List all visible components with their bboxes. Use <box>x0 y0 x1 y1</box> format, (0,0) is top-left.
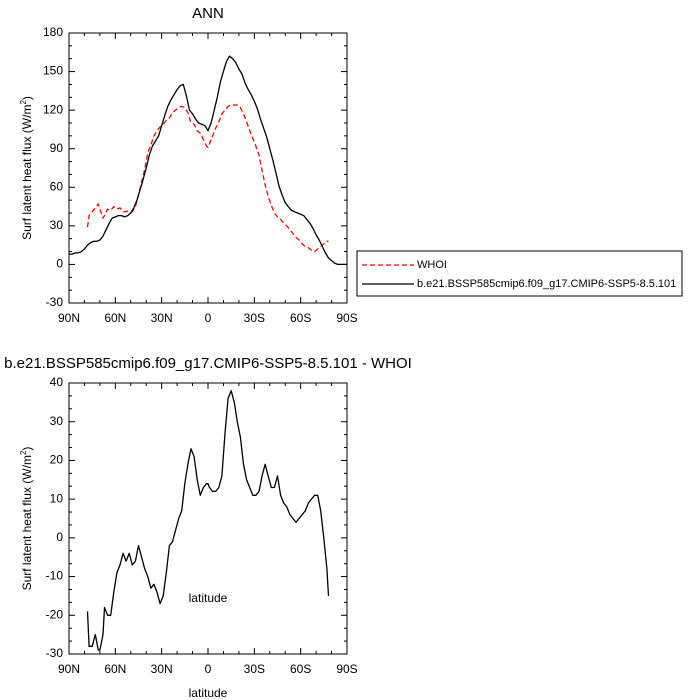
x-tick-label: 0 <box>205 662 212 676</box>
legend-label-2: b.e21.BSSP585cmip6.f09_g17.CMIP6-SSP5-8.… <box>417 278 676 290</box>
y-tick-label: 60 <box>50 179 64 193</box>
chart-title: ANN <box>192 5 224 22</box>
x-tick-label: 60N <box>104 662 126 676</box>
x-tick-label: 90S <box>336 662 357 676</box>
y-tick-label: 20 <box>50 453 64 467</box>
legend-box <box>356 250 683 297</box>
x-tick-label: 30S <box>244 311 265 325</box>
series-line-2 <box>69 55 347 266</box>
y-tick-label: 40 <box>50 375 64 389</box>
y-tick-label: 0 <box>56 530 63 544</box>
chart-panel-2: b.e21.BSSP585cmip6.f09_g17.CMIP6-SSP5-8.… <box>4 355 412 700</box>
y-tick-label: -30 <box>46 295 64 309</box>
x-tick-label: 90N <box>58 662 80 676</box>
legend-label-1: WHOI <box>417 259 447 271</box>
y-tick-label: -30 <box>46 646 64 660</box>
legend: WHOI b.e21.BSSP585cmip6.f09_g17.CMIP6-SSP… <box>356 250 683 297</box>
y-tick-label: 30 <box>50 218 64 232</box>
y-tick-label: 10 <box>50 491 64 505</box>
y-tick-label: 120 <box>43 102 63 116</box>
x-tick-label: 30N <box>151 311 173 325</box>
y-tick-label: 30 <box>50 414 64 428</box>
x-tick-label: 60S <box>290 311 311 325</box>
x-tick-label: 0 <box>205 311 212 325</box>
y-tick-label: 0 <box>56 257 63 271</box>
x-tick-label: 30N <box>151 662 173 676</box>
y-tick-label: 150 <box>43 64 63 78</box>
plot-frame <box>68 32 348 304</box>
chart-panel-1: ANN -30 0 30 60 90 120 150 180 90N 60N 30N 0 30S 60S 90… <box>19 5 683 605</box>
x-tick-label: 90S <box>336 311 357 325</box>
series-line-1 <box>86 104 329 253</box>
x-tick-label: 60S <box>290 662 311 676</box>
x-axis-label: latitude <box>189 686 228 700</box>
x-tick-label: 90N <box>58 311 80 325</box>
y-axis-label: Surf latent heat flux (W/m2) <box>19 447 35 591</box>
y-axis-label: Surf latent heat flux (W/m2) <box>19 96 35 240</box>
y-tick-label: 90 <box>50 141 64 155</box>
y-tick-label: 180 <box>43 25 63 39</box>
y-tick-label: -20 <box>46 607 64 621</box>
x-axis-label: latitude <box>189 591 228 605</box>
y-tick-label: -10 <box>46 569 64 583</box>
series-line-1 <box>86 390 330 651</box>
x-tick-label: 60N <box>104 311 126 325</box>
x-tick-label: 30S <box>244 662 265 676</box>
chart-title: b.e21.BSSP585cmip6.f09_g17.CMIP6-SSP5-8.… <box>4 355 412 372</box>
